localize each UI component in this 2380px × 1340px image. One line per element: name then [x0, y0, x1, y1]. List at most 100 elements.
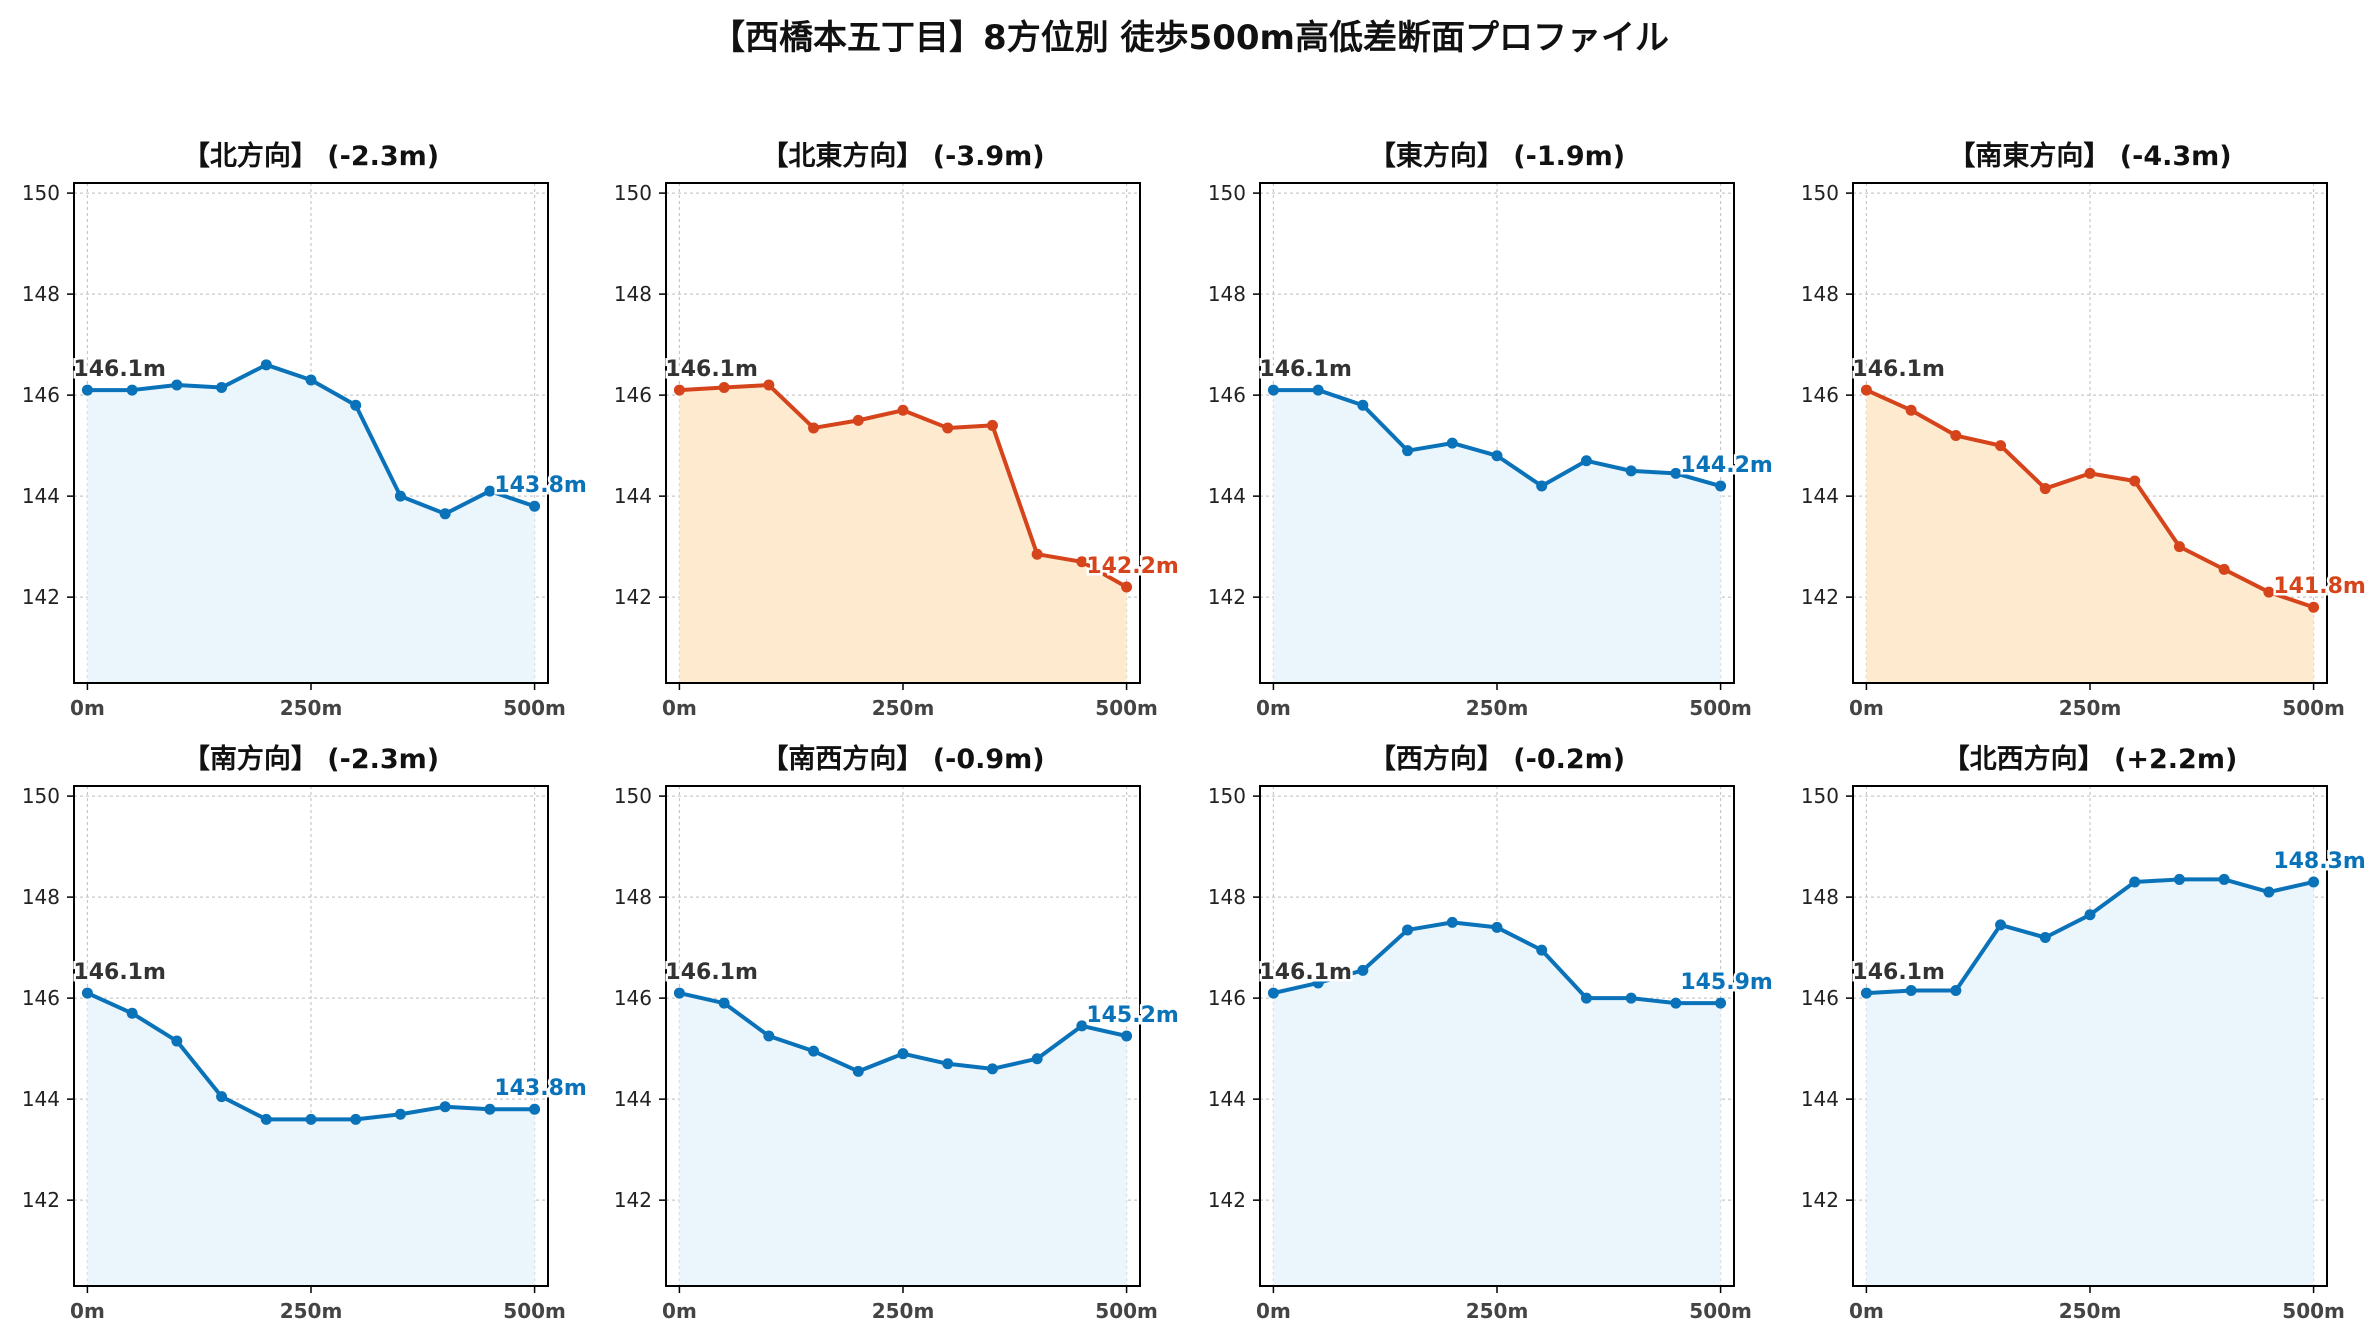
x-tick-label: 500m	[2282, 696, 2345, 720]
y-tick-label: 144	[1801, 1087, 1839, 1111]
y-tick-label: 148	[1801, 282, 1839, 306]
y-tick-label: 150	[614, 181, 652, 205]
data-point	[260, 359, 272, 371]
data-point	[1402, 445, 1414, 457]
data-point	[1950, 985, 1962, 997]
data-point	[718, 997, 730, 1009]
y-tick-label: 146	[22, 986, 60, 1010]
data-point	[1446, 437, 1458, 449]
x-tick-label: 0m	[1256, 696, 1291, 720]
data-point	[986, 419, 998, 431]
data-point	[1905, 404, 1917, 416]
data-point	[1312, 384, 1324, 396]
data-point	[1446, 916, 1458, 928]
start-elevation-label: 146.1m	[73, 357, 166, 382]
y-tick-label: 146	[614, 383, 652, 407]
data-point	[1580, 455, 1592, 467]
y-tick-label: 144	[614, 484, 652, 508]
y-tick-label: 150	[1801, 181, 1839, 205]
chart-title: 【南東方向】 (-4.3m)	[1948, 140, 2231, 172]
x-tick-label: 0m	[70, 1299, 105, 1323]
y-tick-label: 144	[22, 1087, 60, 1111]
data-point	[852, 1065, 864, 1077]
data-point	[942, 422, 954, 434]
chart-title: 【北西方向】 (+2.2m)	[1943, 743, 2238, 775]
data-point	[216, 382, 228, 394]
y-tick-label: 148	[614, 282, 652, 306]
data-point	[1950, 430, 1962, 442]
y-tick-label: 144	[1208, 484, 1246, 508]
data-point	[1121, 581, 1133, 593]
data-point	[126, 384, 138, 396]
x-tick-label: 500m	[1095, 696, 1158, 720]
series-area	[679, 993, 1127, 1286]
series-area	[679, 385, 1127, 683]
start-elevation-label: 146.1m	[1259, 357, 1352, 382]
data-point	[718, 382, 730, 394]
y-tick-label: 146	[1801, 383, 1839, 407]
x-tick-label: 0m	[1256, 1299, 1291, 1323]
end-elevation-label: 145.2m	[1086, 1003, 1179, 1028]
data-point	[1536, 944, 1548, 956]
x-tick-label: 250m	[2059, 1299, 2122, 1323]
x-tick-label: 250m	[1466, 1299, 1529, 1323]
data-point	[394, 490, 406, 502]
y-tick-label: 148	[1208, 885, 1246, 909]
chart-title: 【南方向】 (-2.3m)	[183, 743, 439, 775]
x-tick-label: 500m	[1689, 1299, 1752, 1323]
data-point	[763, 1030, 775, 1042]
series-area	[87, 364, 535, 683]
x-tick-label: 500m	[503, 1299, 566, 1323]
y-tick-label: 144	[1801, 484, 1839, 508]
chart-title: 【西方向】 (-0.2m)	[1369, 743, 1625, 775]
data-point	[1670, 467, 1682, 479]
x-tick-label: 250m	[2059, 696, 2122, 720]
data-point	[2308, 876, 2320, 888]
y-tick-label: 150	[1801, 784, 1839, 808]
data-point	[897, 1048, 909, 1060]
data-point	[350, 1113, 362, 1125]
data-point	[2039, 932, 2051, 944]
series-area	[87, 993, 535, 1286]
y-tick-label: 144	[22, 484, 60, 508]
x-tick-label: 0m	[70, 696, 105, 720]
data-point	[1536, 480, 1548, 492]
y-tick-label: 148	[1801, 885, 1839, 909]
end-elevation-label: 141.8m	[2273, 574, 2366, 599]
start-elevation-label: 146.1m	[73, 960, 166, 985]
data-point	[852, 414, 864, 426]
data-point	[1076, 1020, 1088, 1032]
data-point	[2263, 586, 2275, 598]
data-point	[986, 1063, 998, 1075]
start-elevation-label: 146.1m	[1852, 960, 1945, 985]
series-area	[1273, 390, 1721, 683]
chart-title: 【東方向】 (-1.9m)	[1369, 140, 1625, 172]
data-point	[2084, 467, 2096, 479]
data-point	[1715, 997, 1727, 1009]
data-point	[1625, 992, 1637, 1004]
x-tick-label: 500m	[503, 696, 566, 720]
data-point	[1860, 384, 1872, 396]
data-point	[1121, 1030, 1133, 1042]
data-point	[763, 379, 775, 391]
data-point	[1076, 556, 1088, 568]
end-elevation-label: 142.2m	[1086, 554, 1179, 579]
y-tick-label: 146	[1801, 986, 1839, 1010]
series-area	[1866, 879, 2314, 1286]
data-point	[1491, 450, 1503, 462]
end-elevation-label: 144.2m	[1680, 453, 1773, 478]
data-point	[260, 1113, 272, 1125]
data-point	[1402, 924, 1414, 936]
y-tick-label: 146	[614, 986, 652, 1010]
data-point	[529, 500, 541, 512]
series-area	[1866, 390, 2314, 683]
y-tick-label: 142	[1208, 1188, 1246, 1212]
data-point	[673, 384, 685, 396]
chart-panel-0: 【北方向】 (-2.3m) 0m 250m 500m 142 144 146 148 150 14…	[22, 140, 590, 720]
x-tick-label: 500m	[1095, 1299, 1158, 1323]
start-elevation-label: 146.1m	[1852, 357, 1945, 382]
y-tick-label: 142	[614, 585, 652, 609]
chart-title: 【北東方向】 (-3.9m)	[761, 140, 1044, 172]
x-tick-label: 0m	[662, 696, 697, 720]
